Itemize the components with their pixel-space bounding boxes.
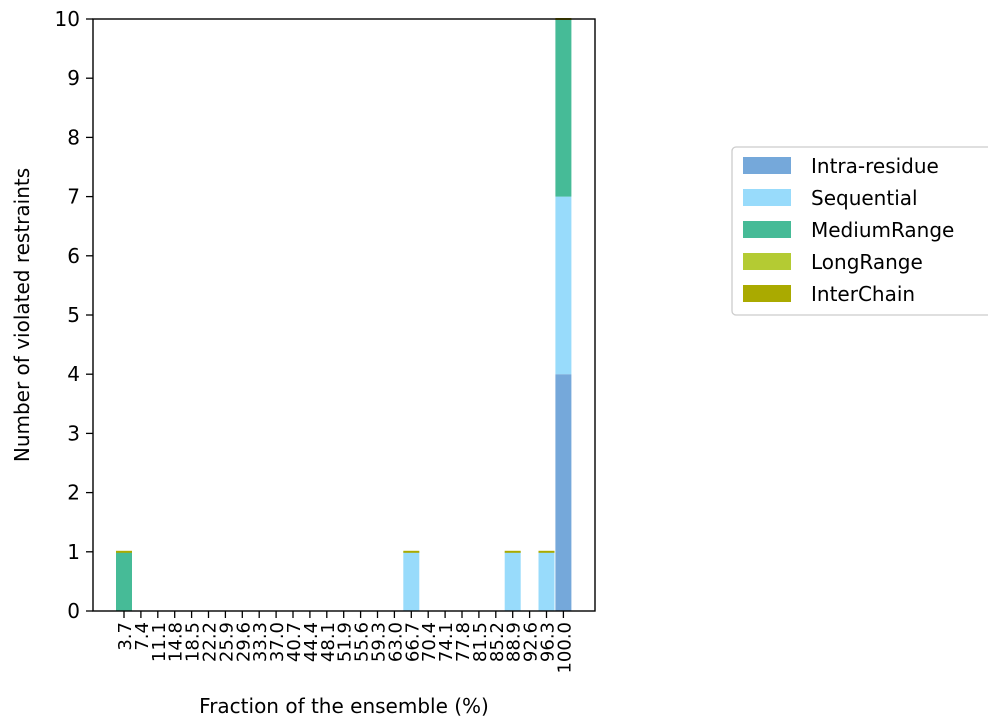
- x-tick-label: 33.3: [250, 622, 271, 662]
- legend-label: Intra-residue: [811, 154, 939, 178]
- x-tick-label: 29.6: [233, 622, 254, 662]
- legend-label: Sequential: [811, 186, 918, 210]
- x-tick-label: 51.9: [335, 622, 356, 662]
- y-tick-label: 7: [67, 185, 80, 209]
- y-axis: 0 1 2 3 4 5 6 7 8 9 10: [55, 7, 93, 623]
- bar-top-edge-17: [403, 550, 420, 553]
- y-axis-label: Number of violated restraints: [10, 168, 34, 462]
- x-tick-label: 88.9: [504, 622, 525, 662]
- x-tick-label: 100.0: [554, 622, 575, 674]
- bar-top-edge-23: [504, 550, 521, 553]
- x-tick-label: 96.3: [538, 622, 559, 662]
- legend-swatch: [743, 253, 791, 270]
- legend: Intra-residue Sequential MediumRange LongRa…: [731, 146, 988, 316]
- x-tick-label: 74.1: [436, 622, 457, 662]
- legend-swatch: [743, 189, 791, 206]
- x-tick-label: 92.6: [521, 622, 542, 662]
- y-tick-label: 1: [67, 540, 80, 564]
- y-tick-label: 4: [67, 362, 80, 386]
- x-axis: 3.77.411.114.818.522.225.929.633.337.040…: [115, 611, 575, 674]
- legend-frame: [731, 146, 988, 316]
- bar-intra-residue-26: [555, 374, 572, 611]
- legend-swatch: [743, 285, 791, 302]
- bar-mediumrange-0: [116, 551, 132, 611]
- plot-frame: [92, 18, 596, 612]
- legend-label: MediumRange: [811, 218, 954, 242]
- bar-mediumrange-26: [555, 19, 572, 197]
- bar-top-edge-0: [116, 550, 132, 553]
- y-tick-label: 2: [67, 481, 80, 505]
- x-tick-label: 48.1: [318, 622, 339, 662]
- x-tick-label: 85.2: [487, 622, 508, 662]
- x-tick-label: 55.6: [352, 622, 373, 662]
- legend-label: LongRange: [811, 250, 923, 274]
- x-tick-label: 44.4: [301, 622, 322, 662]
- bars-layer: [116, 18, 572, 611]
- bar-sequential-23: [504, 551, 521, 611]
- y-tick-label: 5: [67, 303, 80, 327]
- x-tick-label: 3.7: [115, 622, 136, 651]
- x-tick-label: 7.4: [132, 622, 153, 651]
- y-tick-label: 9: [67, 66, 80, 90]
- x-tick-label: 11.1: [149, 622, 170, 662]
- y-tick-label: 3: [67, 421, 80, 445]
- y-tick-label: 0: [67, 599, 80, 623]
- x-tick-label: 70.4: [419, 622, 440, 662]
- bar-top-edge-25: [538, 550, 555, 553]
- x-tick-label: 37.0: [267, 622, 288, 662]
- bar-sequential-17: [403, 551, 420, 611]
- bar-sequential-25: [538, 551, 555, 611]
- x-tick-label: 22.2: [200, 622, 221, 662]
- legend-label: InterChain: [811, 282, 915, 306]
- x-tick-label: 77.8: [453, 622, 474, 662]
- x-tick-label: 14.8: [166, 622, 187, 662]
- legend-swatch: [743, 157, 791, 174]
- legend-items: Intra-residue Sequential MediumRange LongRa…: [743, 154, 954, 306]
- legend-swatch: [743, 221, 791, 238]
- x-tick-label: 25.9: [216, 622, 237, 662]
- y-tick-label: 8: [67, 125, 80, 149]
- x-tick-label: 66.7: [402, 622, 423, 662]
- x-tick-label: 81.5: [470, 622, 491, 662]
- x-axis-label: Fraction of the ensemble (%): [199, 694, 489, 716]
- x-tick-label: 18.5: [183, 622, 204, 662]
- x-tick-label: 40.7: [284, 622, 305, 662]
- x-tick-label: 63.0: [385, 622, 406, 662]
- y-tick-label: 6: [67, 244, 80, 268]
- bar-sequential-26: [555, 196, 572, 375]
- x-tick-label: 59.3: [369, 622, 390, 662]
- y-tick-label: 10: [55, 7, 80, 31]
